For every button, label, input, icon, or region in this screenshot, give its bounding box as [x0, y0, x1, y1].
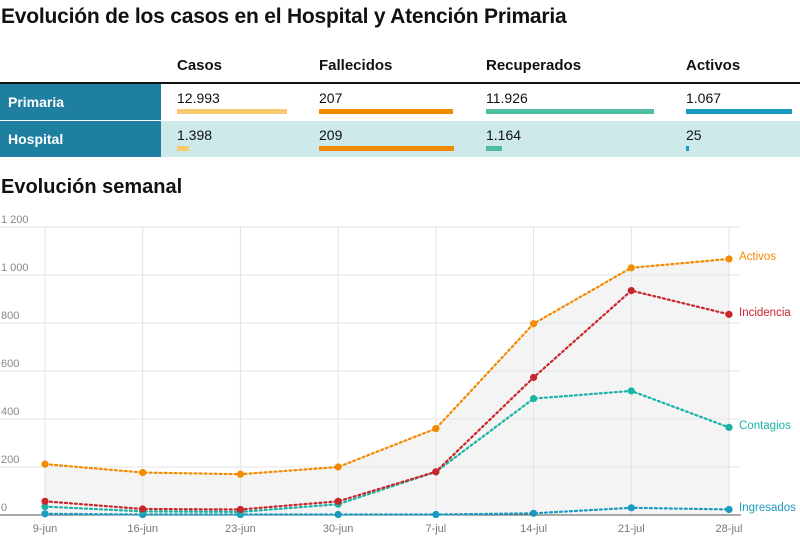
cell-value: 1.398 — [177, 126, 213, 143]
cell-value: 1.067 — [686, 90, 722, 106]
data-point — [529, 320, 538, 328]
data-point — [627, 264, 635, 272]
table-row: Hospital 1.398 209 1.164 25 — [0, 120, 800, 157]
table-cell: 209 — [303, 120, 470, 157]
series-line — [43, 506, 731, 516]
y-tick-label: 1 000 — [1, 262, 29, 274]
x-tick-label: 7-jul — [425, 523, 446, 535]
x-tick-label: 14-jul — [520, 523, 547, 535]
data-point — [236, 505, 245, 514]
table-cell: 12.993 — [161, 82, 303, 121]
cell-value: 209 — [319, 126, 343, 143]
data-point — [627, 287, 635, 295]
data-point — [627, 504, 635, 512]
data-point — [41, 503, 49, 511]
data-point — [41, 497, 49, 505]
cell-bar — [686, 109, 792, 114]
table-cell: 1.164 — [470, 120, 670, 157]
cell-value: 12.993 — [177, 90, 220, 106]
cell-value: 25 — [686, 126, 702, 143]
area-fill — [45, 258, 729, 515]
data-point — [334, 497, 342, 505]
x-tick-label: 23-jun — [225, 523, 256, 535]
data-point — [41, 510, 49, 518]
column-header: Casos — [177, 56, 223, 74]
series-label: Ingresados — [739, 502, 796, 514]
cell-bar — [486, 109, 654, 114]
column-header: Fallecidos — [319, 56, 393, 74]
column-header: Recuperados — [486, 56, 582, 74]
y-tick-label: 800 — [1, 310, 19, 322]
cell-bar — [319, 145, 454, 151]
data-point — [529, 395, 538, 403]
series-line — [43, 257, 731, 476]
cell-bar — [486, 145, 502, 151]
y-tick-label: 600 — [1, 358, 19, 370]
table-header-row: Casos Fallecidos Recuperados Activos — [0, 48, 800, 83]
table-cell: 11.926 — [470, 82, 670, 121]
x-tick-label: 9-jun — [33, 523, 57, 535]
x-tick-label: 30-jun — [323, 523, 354, 535]
x-tick-label: 28-jul — [716, 523, 743, 535]
x-tick-label: 21-jul — [618, 523, 645, 535]
data-point — [725, 310, 733, 318]
cell-bar — [177, 145, 189, 151]
column-header: Activos — [686, 56, 741, 74]
line-chart: 0 200 400 600 800 1 000 1 200 9-jun 16-jun 23-jun… — [0, 214, 796, 535]
series-line — [43, 289, 731, 511]
data-point — [529, 373, 538, 382]
y-tick-label: 0 — [1, 502, 7, 514]
summary-table: Casos Fallecidos Recuperados Activos Pri… — [0, 48, 800, 157]
row-label: Primaria — [0, 82, 161, 121]
data-point — [432, 468, 440, 476]
cell-value: 1.164 — [486, 126, 522, 143]
cell-value: 207 — [319, 90, 343, 106]
data-point — [725, 423, 733, 431]
data-point — [139, 505, 147, 513]
data-point — [529, 509, 538, 517]
cell-bar — [319, 109, 453, 114]
page-title: Evolución de los casos en el Hospital y … — [1, 5, 567, 28]
y-tick-label: 1 200 — [1, 214, 29, 226]
data-point — [432, 510, 440, 519]
data-point — [334, 463, 342, 471]
table-row: Primaria 12.993 207 11.926 1.067 — [0, 82, 800, 121]
table-cell: 207 — [303, 82, 470, 121]
data-point — [334, 510, 342, 519]
cell-bar — [177, 109, 287, 114]
y-tick-label: 400 — [1, 406, 19, 418]
table-cell: 25 — [670, 120, 800, 157]
data-point — [236, 470, 245, 478]
data-point — [725, 505, 733, 514]
cell-value: 11.926 — [486, 90, 528, 106]
data-point — [41, 460, 49, 468]
data-point — [627, 387, 635, 395]
table-corner — [0, 48, 161, 83]
data-point — [139, 468, 147, 477]
data-point — [432, 425, 440, 433]
chart-title: Evolución semanal — [1, 176, 183, 198]
table-cell: 1.398 — [161, 120, 303, 157]
cell-bar — [686, 145, 689, 151]
series-label: Activos — [739, 251, 776, 263]
table-cell: 1.067 — [670, 82, 800, 121]
x-tick-label: 16-jun — [127, 523, 158, 535]
series-line — [43, 389, 731, 513]
row-label: Hospital — [0, 120, 161, 157]
series-label: Contagios — [739, 420, 791, 432]
data-point — [725, 255, 733, 263]
y-tick-label: 200 — [1, 454, 19, 466]
series-label: Incidencia — [739, 307, 791, 319]
